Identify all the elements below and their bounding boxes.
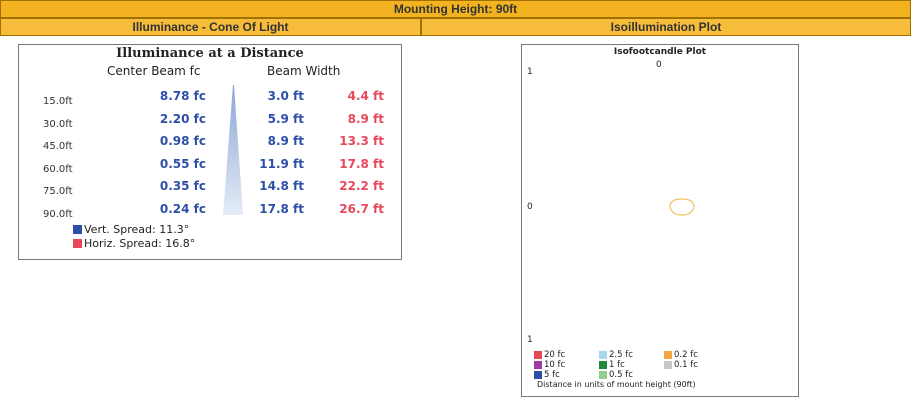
header-bar: Mounting Height: 90ft [0, 0, 911, 18]
legend-label: Vert. Spread: 11.3° [84, 223, 190, 236]
horizontal-width: 17.8 ft [339, 156, 384, 171]
center-beam-fc: 0.24 fc [159, 201, 206, 216]
horizontal-width: 4.4 ft [347, 89, 384, 103]
light-cone [223, 85, 243, 215]
contour [669, 198, 695, 216]
isoillumination-panel: Isofootcandle Plot 0 1 0 1 20 fc 10 fc 5 f… [521, 44, 799, 397]
center-beam-fc: 2.20 fc [159, 111, 206, 126]
center-beam-fc: 0.35 fc [159, 179, 206, 193]
panel-title: Illuminance at a Distance [116, 46, 304, 61]
horizontal-width: 8.9 ft [347, 111, 384, 126]
left-header: Illuminance - Cone Of Light [0, 18, 421, 36]
legend-swatch [73, 225, 82, 234]
horizontal-width: 13.3 ft [339, 134, 384, 148]
legend-label: 2.5 fc [609, 350, 633, 360]
distance: 30.0ft [43, 118, 73, 130]
horizontal-width: 26.7 ft [339, 201, 384, 216]
legend-swatch [599, 371, 607, 379]
center-beam-fc: 8.78 fc [159, 89, 206, 103]
legend-label: 5 fc [544, 370, 560, 380]
column-header: Center Beam fc [107, 64, 201, 78]
caption: Distance in units of mount height (90ft) [537, 380, 696, 389]
panel-title: Isofootcandle Plot [613, 47, 707, 57]
legend-swatch [599, 351, 607, 359]
side-axis-label: 0 [527, 202, 533, 212]
legend: 20 fc 10 fc 5 fc 2.5 fc 1 fc 0.5 fc 0.2 fc 0.1 … [522, 45, 798, 396]
legend-label: 10 fc [544, 360, 566, 370]
distance: 75.0ft [43, 186, 73, 197]
column-header: Beam Width [267, 64, 341, 78]
legend-label: 20 fc [544, 350, 566, 360]
side-axis-label: 1 [527, 335, 533, 345]
legend-swatch [534, 351, 542, 359]
legend-swatch [599, 361, 607, 369]
legend-label: Horiz. Spread: 16.8° [84, 237, 196, 250]
center-beam-fc: 0.55 fc [159, 156, 206, 171]
legend-label: 1 fc [609, 360, 625, 370]
vertical-width: 17.8 ft [259, 201, 304, 216]
right-header: Isoillumination Plot [421, 18, 911, 36]
legend-swatch [73, 239, 82, 248]
illuminance-panel: Illuminance at a Distance Center Beam fc… [18, 44, 402, 260]
distance: 60.0ft [43, 163, 73, 175]
legend-label: 0.5 fc [609, 370, 633, 380]
distance: 15.0ft [43, 96, 73, 107]
distance: 45.0ft [43, 141, 73, 152]
legend-swatch [534, 361, 542, 369]
distance: 90.0ft [43, 208, 73, 220]
horizontal-width: 22.2 ft [339, 179, 384, 193]
vertical-width: 11.9 ft [259, 156, 304, 171]
legend-swatch [664, 361, 672, 369]
top-axis-label: 0 [656, 60, 662, 70]
legend-swatch [664, 351, 672, 359]
legend-label: 0.2 fc [674, 350, 698, 360]
legend-label: 0.1 fc [674, 360, 698, 370]
side-axis-label: 1 [527, 67, 533, 77]
vertical-width: 5.9 ft [267, 111, 304, 126]
vertical-width: 3.0 ft [267, 89, 304, 103]
center-beam-fc: 0.98 fc [159, 134, 206, 148]
legend-swatch [534, 371, 542, 379]
vertical-width: 8.9 ft [267, 134, 304, 148]
vertical-width: 14.8 ft [259, 179, 304, 193]
